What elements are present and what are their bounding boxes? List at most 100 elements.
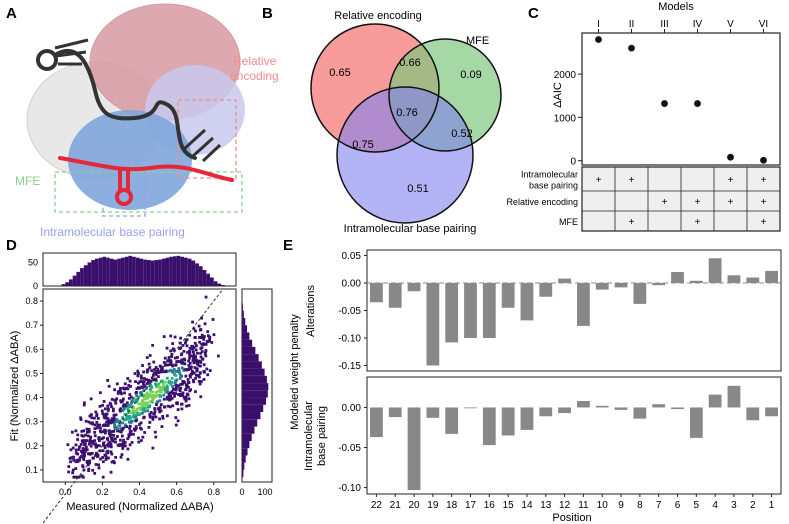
d-xtick-label: 0.4 <box>133 487 146 497</box>
e-series-label-intra-line2: base pairing <box>316 406 328 466</box>
d-scatter-point <box>199 395 203 399</box>
d-scatter-point <box>95 421 99 424</box>
d-scatter-point <box>189 375 192 379</box>
d-top-hist-bar <box>150 260 155 286</box>
d-scatter-point <box>177 393 180 397</box>
d-scatter-point <box>128 430 132 434</box>
d-scatter-point <box>106 422 110 425</box>
d-top-hist-tick-label: 50 <box>28 257 38 267</box>
d-scatter-point <box>198 340 201 344</box>
d-scatter-point <box>82 456 86 460</box>
d-scatter-point <box>203 352 207 356</box>
intra-dashed-box <box>102 149 146 217</box>
d-scatter-point <box>202 342 205 346</box>
d-right-hist-bar <box>242 404 264 413</box>
d-scatter-point <box>189 365 193 369</box>
d-top-hist-bar <box>109 258 114 286</box>
d-scatter-point <box>103 428 106 432</box>
d-scatter-point <box>162 335 166 339</box>
e-bar <box>482 407 496 446</box>
d-scatter-point <box>110 405 113 409</box>
d-scatter-point <box>142 402 146 406</box>
c-table-mark: + <box>695 197 701 208</box>
d-scatter-point <box>191 378 195 382</box>
panel-a-illustration: Relative encoding MFE Intramolecular bas… <box>15 3 279 239</box>
d-scatter-point <box>158 389 161 393</box>
d-scatter-point <box>127 384 131 387</box>
d-scatter-point <box>120 453 124 457</box>
d-scatter-point <box>72 475 76 479</box>
label-intra-a: Intramolecular base pairing <box>40 225 185 239</box>
d-scatter-point <box>201 357 204 361</box>
d-scatter-point <box>188 346 192 350</box>
d-scatter-point <box>150 385 153 389</box>
d-scatter-point <box>182 395 186 399</box>
d-scatter-point <box>181 391 185 395</box>
d-scatter-point <box>78 458 82 462</box>
d-scatter-point <box>142 377 146 380</box>
d-scatter-point <box>166 363 170 367</box>
d-scatter-point <box>67 470 71 474</box>
d-scatter-point <box>81 434 85 438</box>
d-top-hist-bar <box>143 259 147 286</box>
d-scatter-point <box>142 407 146 411</box>
e-ytick-label: -0.10 <box>338 483 361 494</box>
d-scatter-point <box>200 333 204 337</box>
e-ytick-label: 0.00 <box>342 403 362 414</box>
d-scatter-point <box>106 417 110 421</box>
d-scatter-point <box>93 427 97 431</box>
d-scatter-point <box>108 419 112 423</box>
d-right-hist-bar <box>242 368 265 376</box>
d-scatter-point <box>82 429 86 433</box>
d-top-hist-bar <box>120 257 125 286</box>
d-scatter-point <box>186 393 190 397</box>
d-scatter-point <box>162 370 166 374</box>
d-top-hist-bar <box>65 282 69 286</box>
d-scatter-point <box>128 417 132 420</box>
e-ytick-label: -0.15 <box>338 361 361 372</box>
d-scatter-point <box>198 382 202 386</box>
d-scatter-point <box>85 427 89 431</box>
c-point <box>661 100 668 107</box>
d-scatter-point <box>115 418 119 421</box>
c-point <box>727 153 734 161</box>
e-bar <box>388 407 402 418</box>
d-scatter-point <box>193 355 196 358</box>
d-scatter-point <box>181 382 184 386</box>
panel-letter-d: D <box>6 237 17 254</box>
d-top-hist-bar <box>206 273 211 286</box>
d-right-hist-bar <box>242 375 267 384</box>
d-scatter-point <box>194 373 198 377</box>
e-bar <box>689 407 703 438</box>
d-scatter-point <box>152 396 155 400</box>
e-xtick-label: 10 <box>597 500 609 511</box>
d-top-hist-bar <box>187 258 192 286</box>
d-scatter-point <box>172 392 175 395</box>
d-scatter-point <box>182 380 185 383</box>
d-scatter-point <box>113 424 117 428</box>
d-scatter-point <box>71 468 75 472</box>
d-scatter-point <box>151 417 155 421</box>
d-scatter-point <box>101 475 105 479</box>
d-scatter-point <box>187 385 190 389</box>
d-scatter-point <box>120 428 124 432</box>
d-scatter-point <box>113 461 116 465</box>
d-scatter-point <box>116 390 120 394</box>
d-scatter-point <box>173 335 177 339</box>
d-scatter-point <box>97 439 101 442</box>
d-scatter-point <box>182 368 186 372</box>
e-xtick-label: 6 <box>675 500 681 511</box>
e-bar <box>614 283 628 288</box>
d-scatter-point <box>98 423 101 427</box>
d-scatter-point <box>156 407 160 411</box>
d-scatter-point <box>140 380 144 383</box>
d-scatter-point <box>212 333 216 337</box>
d-scatter-point <box>158 394 162 398</box>
d-scatter-point <box>162 383 166 386</box>
d-scatter-point <box>143 384 146 388</box>
d-scatter-point <box>89 435 93 439</box>
d-top-hist-bar <box>202 269 207 286</box>
d-scatter-point <box>196 351 199 355</box>
d-scatter-point <box>162 380 165 384</box>
d-scatter-point <box>145 391 149 395</box>
